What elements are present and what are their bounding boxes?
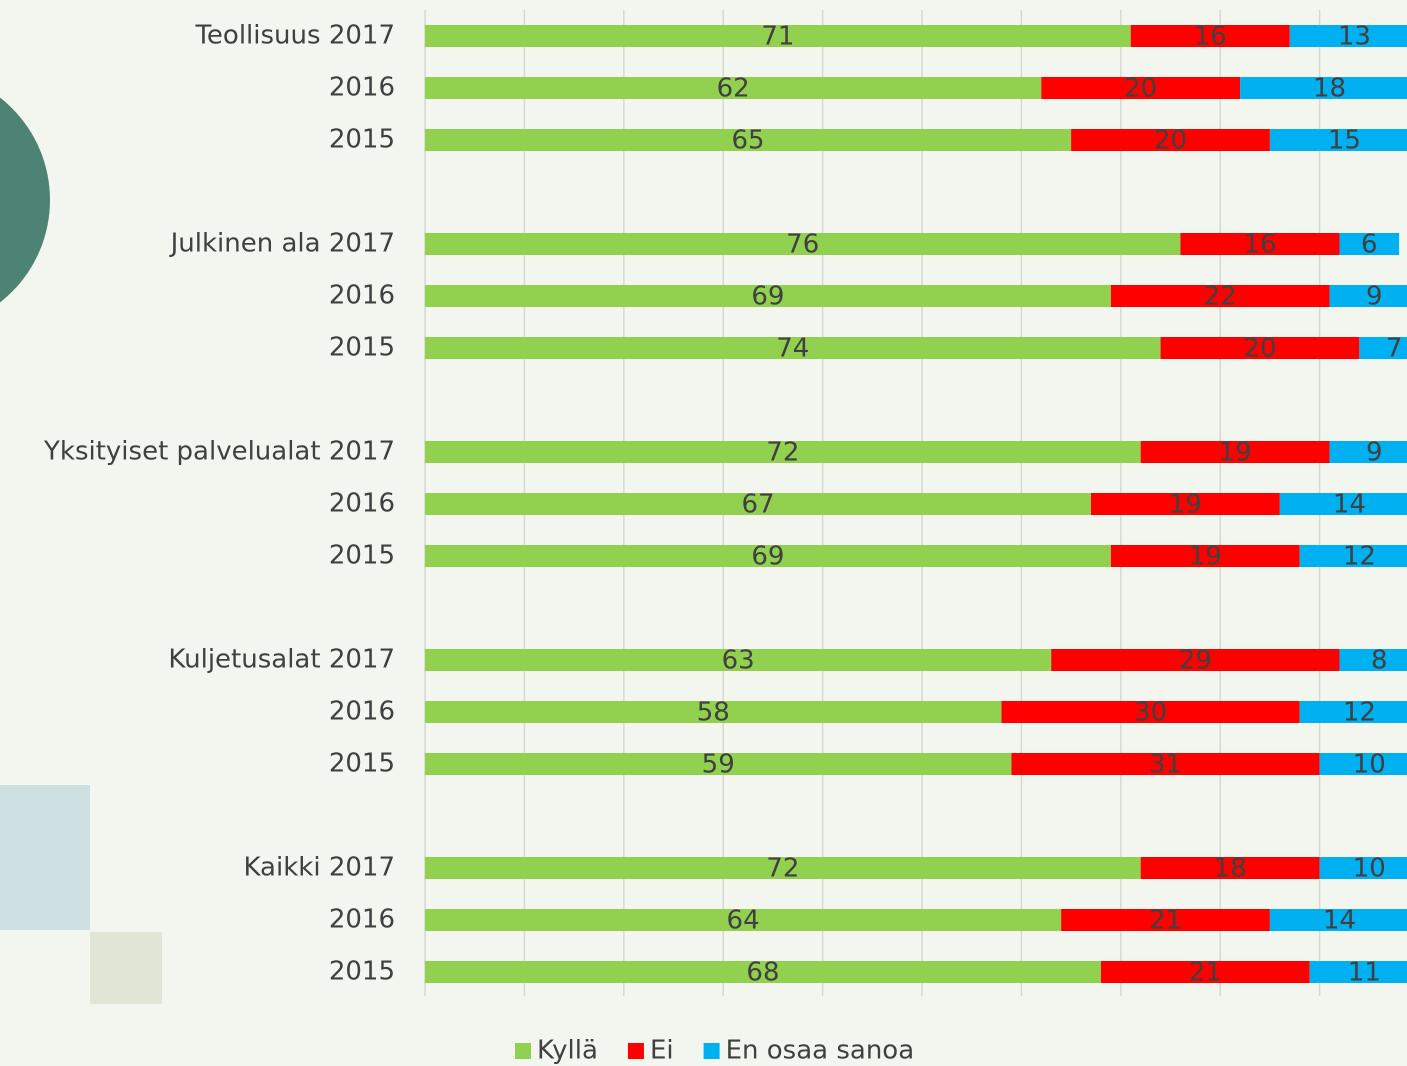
data-label: 69 — [751, 542, 784, 572]
legend-label: Kyllä — [537, 1036, 598, 1066]
legend-swatch — [628, 1043, 644, 1059]
data-label: 8 — [1371, 646, 1388, 676]
y-tick-label: 2016 — [329, 281, 395, 311]
data-label: 9 — [1366, 438, 1383, 468]
data-label: 11 — [1348, 958, 1381, 988]
data-label: 71 — [761, 22, 794, 52]
data-label: 14 — [1323, 906, 1356, 936]
y-tick-label: 2016 — [329, 489, 395, 519]
data-label: 19 — [1169, 490, 1202, 520]
y-tick-label: Kuljetusalat 2017 — [168, 645, 395, 675]
data-label: 10 — [1353, 854, 1386, 884]
data-label: 74 — [776, 334, 809, 364]
chart: Teollisuus 20177116132016622018201565201… — [0, 0, 1407, 1066]
data-label: 21 — [1149, 906, 1182, 936]
data-label: 29 — [1179, 646, 1212, 676]
y-tick-label: Julkinen ala 2017 — [169, 229, 395, 259]
data-label: 30 — [1134, 698, 1167, 728]
data-label: 63 — [722, 646, 755, 676]
background — [0, 0, 1407, 1066]
data-label: 19 — [1189, 542, 1222, 572]
data-label: 64 — [727, 906, 760, 936]
data-label: 68 — [746, 958, 779, 988]
y-tick-label: Yksityiset palvelualat 2017 — [43, 437, 395, 467]
data-label: 13 — [1338, 22, 1371, 52]
legend-swatch — [704, 1043, 720, 1059]
data-label: 65 — [732, 126, 765, 156]
data-label: 14 — [1333, 490, 1366, 520]
data-label: 22 — [1204, 282, 1237, 312]
y-tick-label: 2015 — [329, 749, 395, 779]
decor-square — [90, 932, 162, 1004]
data-label: 20 — [1243, 334, 1276, 364]
data-label: 12 — [1343, 698, 1376, 728]
y-tick-label: 2016 — [329, 905, 395, 935]
y-tick-label: 2015 — [329, 125, 395, 155]
y-tick-label: Teollisuus 2017 — [194, 21, 395, 51]
y-tick-label: Kaikki 2017 — [243, 853, 395, 883]
data-label: 21 — [1189, 958, 1222, 988]
y-tick-label: 2015 — [329, 957, 395, 987]
data-label: 69 — [751, 282, 784, 312]
data-label: 7 — [1386, 334, 1403, 364]
data-label: 59 — [702, 750, 735, 780]
legend-swatch — [515, 1043, 531, 1059]
data-label: 20 — [1124, 74, 1157, 104]
data-label: 18 — [1313, 74, 1346, 104]
data-label: 58 — [697, 698, 730, 728]
data-label: 16 — [1243, 230, 1276, 260]
data-label: 10 — [1353, 750, 1386, 780]
data-label: 12 — [1343, 542, 1376, 572]
data-label: 18 — [1214, 854, 1247, 884]
data-label: 76 — [786, 230, 819, 260]
data-label: 6 — [1361, 230, 1378, 260]
data-label: 62 — [717, 74, 750, 104]
y-tick-label: 2016 — [329, 697, 395, 727]
decor-square — [0, 785, 90, 930]
y-tick-label: 2016 — [329, 73, 395, 103]
legend-label: En osaa sanoa — [726, 1036, 915, 1066]
data-label: 72 — [766, 854, 799, 884]
data-label: 67 — [741, 490, 774, 520]
y-tick-label: 2015 — [329, 541, 395, 571]
data-label: 72 — [766, 438, 799, 468]
data-label: 9 — [1366, 282, 1383, 312]
data-label: 15 — [1328, 126, 1361, 156]
data-label: 20 — [1154, 126, 1187, 156]
data-label: 16 — [1194, 22, 1227, 52]
data-label: 31 — [1149, 750, 1182, 780]
y-tick-label: 2015 — [329, 333, 395, 363]
data-label: 19 — [1219, 438, 1252, 468]
legend-label: Ei — [650, 1036, 674, 1066]
